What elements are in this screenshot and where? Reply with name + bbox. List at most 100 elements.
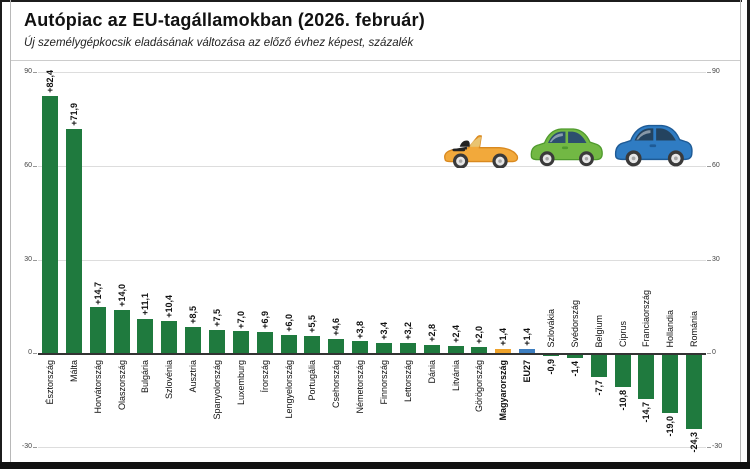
bar (495, 348, 512, 354)
bar-category-label: Szlovénia (164, 360, 175, 400)
bar (566, 353, 583, 358)
bar-value-label: -24,3 (689, 432, 700, 453)
y-tick-label-right: 60 (712, 161, 720, 169)
bar (185, 326, 202, 354)
bar-value-label: +71,9 (68, 102, 79, 126)
bar (208, 329, 225, 354)
bar-value-label: +14,7 (92, 281, 103, 305)
bar-value-label: +6,0 (283, 313, 294, 332)
bar-category-label: Szlovákia (545, 308, 556, 348)
gridline (38, 259, 706, 261)
bar-value-label: +2,0 (474, 326, 485, 344)
bar-category-label: Görögország (474, 360, 485, 413)
bar-category-label: Románia (689, 311, 700, 348)
y-tick-label-right: -30 (712, 443, 723, 450)
gridline (38, 165, 706, 167)
bar (614, 353, 631, 387)
bar-category-label: Ciprus (617, 321, 628, 348)
axis-tick (33, 259, 37, 261)
bar-category-label: Belgium (593, 314, 604, 348)
bar-category-label: Ausztria (188, 360, 199, 393)
bar-category-label: Litvánia (450, 360, 461, 392)
bar-category-label: Olaszország (116, 360, 127, 411)
bar-category-label: Csehország (331, 360, 342, 409)
plot-area: +82,4 Észtország +71,9 Málta +14,7 Horvátorsz… (33, 70, 711, 453)
axis-tick (707, 259, 711, 261)
bar (113, 309, 130, 354)
y-tick-label-left: 60 (24, 161, 32, 169)
bar-category-label: Portugália (307, 360, 318, 401)
bar-value-label: +10,4 (164, 294, 175, 318)
bar (280, 334, 297, 354)
bar-value-label: +4,6 (331, 318, 342, 336)
bar-category-label: Lettország (402, 360, 413, 403)
bar-category-label: Dánia (426, 360, 437, 384)
axis-tick (707, 72, 711, 73)
bar-category-label: Finnország (378, 360, 389, 405)
bar (662, 353, 679, 413)
bar-value-label: -1,4 (569, 360, 580, 377)
bar-category-label: Bulgária (140, 360, 151, 394)
bar-category-label: Málta (68, 360, 79, 383)
bar-category-label: Spanyolország (211, 360, 222, 420)
bar (256, 331, 273, 354)
y-tick-label-left: 90 (24, 68, 32, 75)
bar-value-label: +7,5 (211, 309, 222, 327)
bar (137, 318, 154, 354)
axis-tick (33, 353, 37, 355)
bar (590, 353, 607, 378)
bar-category-label: Magyarország (498, 360, 509, 421)
header-divider (11, 60, 740, 61)
axis-tick (707, 353, 711, 355)
y-tick-label-left: 30 (24, 255, 32, 263)
axis-tick (707, 447, 711, 448)
bar-value-label: +1,4 (498, 328, 509, 346)
bar-category-label: Franciaország (641, 290, 652, 348)
bar-category-label: Németország (355, 360, 366, 414)
bar (519, 348, 536, 354)
bar-value-label: +7,0 (235, 310, 246, 329)
axis-tick (33, 165, 37, 167)
chart-title: Autópiac az EU-tagállamokban (2026. febr… (24, 10, 425, 30)
bar (638, 353, 655, 400)
bar-value-label: +11,1 (140, 293, 151, 316)
inner-border-right (740, 0, 741, 463)
y-tick-label-right: 0 (712, 349, 716, 357)
y-tick-label-right: 90 (712, 68, 720, 75)
bar (232, 331, 249, 354)
window-border-left (0, 0, 2, 469)
y-tick-label-left: 0 (28, 349, 32, 357)
bar-category-label: Luxemburg (235, 360, 246, 406)
window-border-top (0, 0, 742, 2)
bar-value-label: -7,7 (593, 380, 604, 396)
axis-tick (33, 447, 37, 448)
bar-value-label: +3,4 (378, 321, 389, 340)
axis-tick (33, 72, 37, 73)
bar-category-label: EU27 (522, 360, 533, 383)
bar-value-label: +8,5 (188, 305, 199, 324)
bar-category-label: Észtország (44, 360, 55, 405)
bar-value-label: -19,0 (665, 415, 676, 437)
bar-value-label: +5,5 (307, 315, 318, 334)
gridline (38, 72, 706, 73)
axis-tick (707, 165, 711, 167)
bar-value-label: +2,8 (426, 323, 437, 342)
bar (399, 343, 416, 354)
bar-value-label: -10,8 (617, 390, 628, 411)
green-car-icon (530, 128, 603, 167)
bar-value-label: +1,4 (522, 328, 533, 346)
bar (304, 336, 321, 354)
bar-category-label: Horvátország (92, 360, 103, 414)
bar-value-label: +3,2 (402, 322, 413, 341)
bar (328, 338, 345, 354)
bar (471, 347, 488, 354)
bar (352, 341, 369, 354)
bar-category-label: Lengyelország (283, 360, 294, 419)
window-border-bottom (0, 462, 750, 469)
bar-category-label: Hollandia (665, 309, 676, 348)
bar-value-label: +14,0 (116, 283, 127, 307)
x-axis-line (38, 353, 706, 356)
chart-subtitle: Új személygépkocsik eladásának változása… (24, 37, 414, 49)
window-border-right (747, 0, 750, 469)
bar (41, 95, 58, 354)
